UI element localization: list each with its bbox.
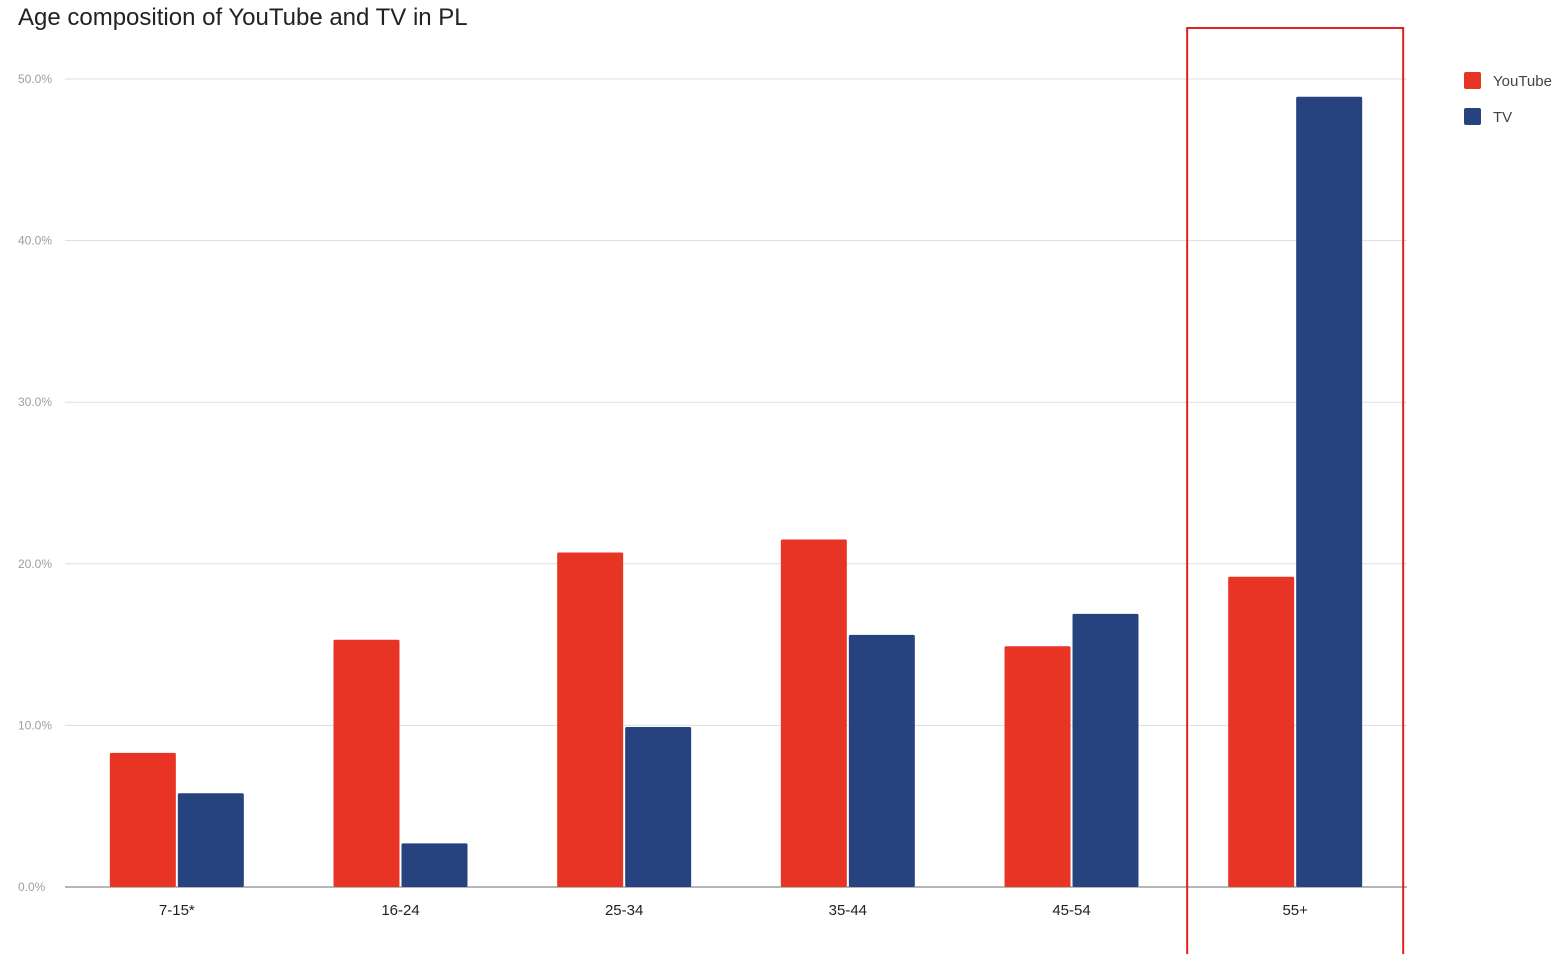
bar-youtube-25-34 (557, 552, 624, 887)
y-tick-label: 20.0% (18, 557, 52, 571)
x-tick-label: 35-44 (829, 902, 867, 919)
legend: YouTube TV (1464, 72, 1552, 126)
y-tick-label: 10.0% (18, 718, 52, 732)
chart-title: Age composition of YouTube and TV in PL (18, 4, 468, 31)
bar-tv-45-54 (1072, 613, 1139, 887)
x-tick-label: 16-24 (381, 902, 419, 919)
gridlines (65, 78, 1407, 888)
x-tick-label: 55+ (1282, 902, 1308, 919)
bar-tv-55+ (1296, 96, 1363, 887)
legend-swatch-youtube (1464, 72, 1481, 89)
bar-youtube-45-54 (1004, 646, 1071, 887)
x-tick-label: 45-54 (1052, 902, 1090, 919)
legend-swatch-tv (1464, 108, 1481, 125)
highlight-box-group (1186, 27, 1405, 954)
bar-youtube-55+ (1228, 576, 1295, 887)
y-tick-label: 40.0% (18, 234, 52, 248)
bar-tv-35-44 (848, 634, 915, 887)
bars (109, 96, 1363, 887)
bar-tv-25-34 (625, 727, 692, 887)
y-tick-label: 30.0% (18, 395, 52, 409)
bar-tv-16-24 (401, 843, 468, 887)
legend-label-youtube: YouTube (1493, 73, 1552, 90)
highlight-box (1186, 27, 1405, 954)
bar-youtube-35-44 (780, 539, 847, 887)
x-axis: 7-15* 16-24 25-34 35-44 45-54 55+ (159, 902, 1308, 919)
y-tick-label: 50.0% (18, 72, 52, 86)
bar-youtube-16-24 (333, 639, 400, 887)
bar-youtube-7-15* (109, 752, 176, 887)
y-tick-label: 0.0% (18, 880, 46, 894)
y-axis: 0.0% 10.0% 20.0% 30.0% 40.0% 50.0% (18, 72, 52, 894)
bar-tv-7-15* (177, 793, 244, 887)
x-tick-label: 25-34 (605, 902, 643, 919)
legend-label-tv: TV (1493, 109, 1512, 126)
x-tick-label: 7-15* (159, 902, 195, 919)
